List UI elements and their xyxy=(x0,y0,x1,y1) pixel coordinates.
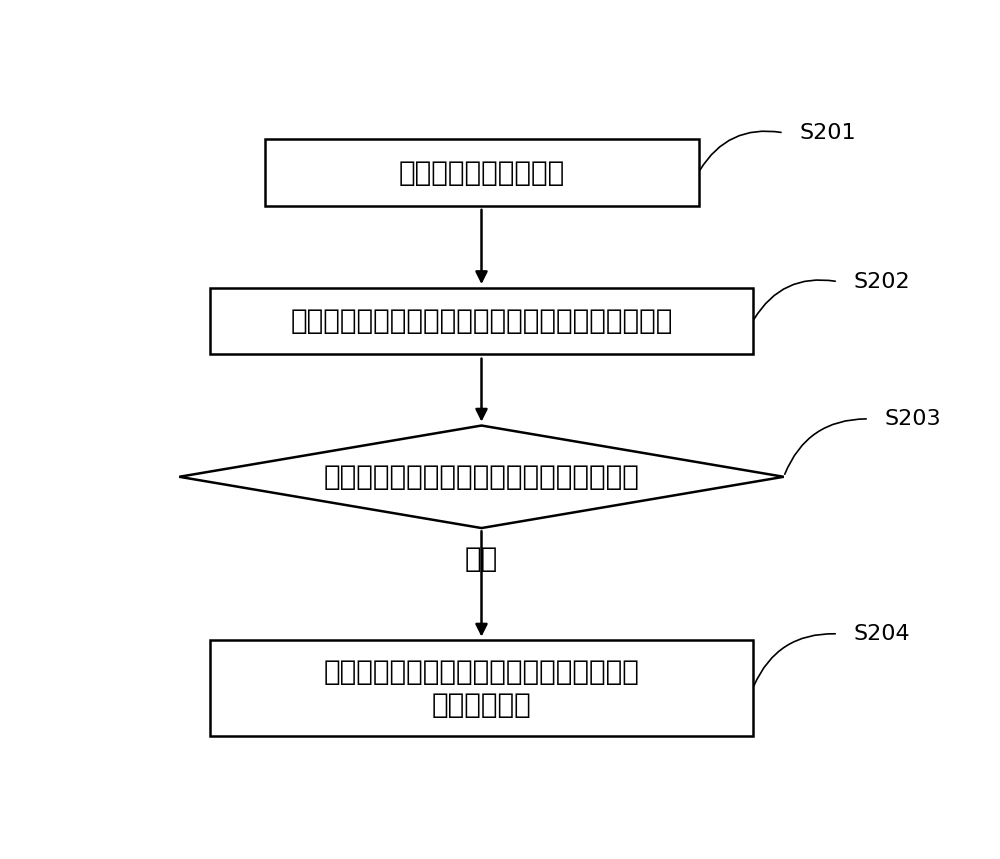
FancyBboxPatch shape xyxy=(210,289,753,355)
Text: 获取连续的两帧瞳孔图: 获取连续的两帧瞳孔图 xyxy=(398,159,565,186)
FancyBboxPatch shape xyxy=(264,139,698,205)
Text: 相似: 相似 xyxy=(465,545,498,574)
FancyBboxPatch shape xyxy=(210,641,753,736)
Text: S204: S204 xyxy=(854,624,910,644)
Text: S201: S201 xyxy=(799,123,856,143)
Text: 计算一个瞳孔轮廓相对于另一个瞳孔轮廓的
中心位置偏移: 计算一个瞳孔轮廓相对于另一个瞳孔轮廓的 中心位置偏移 xyxy=(324,658,639,719)
Polygon shape xyxy=(179,425,784,528)
Text: 分别对两帧瞳孔图进行轮廓提取，得到两个瞳孔轮廓: 分别对两帧瞳孔图进行轮廓提取，得到两个瞳孔轮廓 xyxy=(290,308,673,335)
Text: S202: S202 xyxy=(854,271,910,292)
Text: 判断所述两个瞳孔轮廓与基准轮廓是否相似: 判断所述两个瞳孔轮廓与基准轮廓是否相似 xyxy=(324,463,639,490)
Text: S203: S203 xyxy=(885,409,941,429)
